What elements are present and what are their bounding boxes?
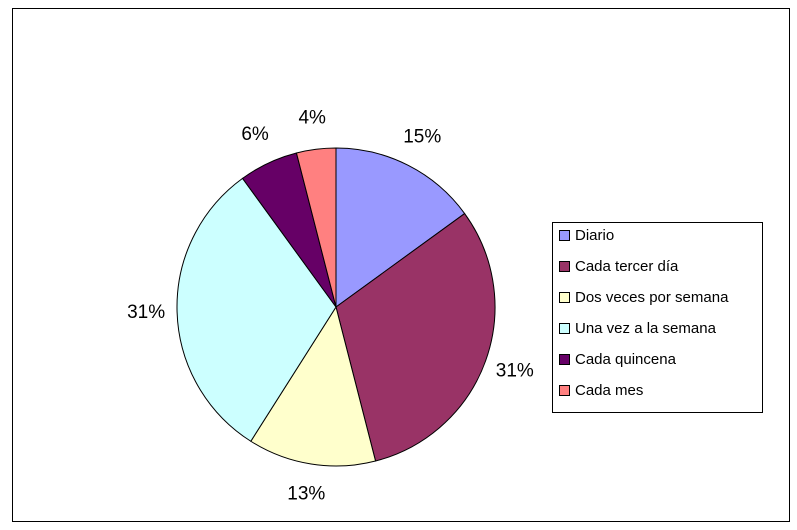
- value-label: 6%: [241, 124, 269, 145]
- legend-swatch: [559, 261, 570, 272]
- legend-label: Cada mes: [575, 382, 643, 399]
- legend-label: Diario: [575, 227, 614, 244]
- legend-label: Cada quincena: [575, 351, 677, 368]
- legend-label: Dos veces por semana: [575, 289, 729, 306]
- legend-label: Cada tercer día: [575, 258, 679, 275]
- legend-label: Una vez a la semana: [575, 320, 717, 337]
- legend-swatch: [559, 354, 570, 365]
- value-label: 4%: [298, 108, 326, 129]
- legend-swatch: [559, 385, 570, 396]
- value-label: 13%: [287, 484, 325, 505]
- pie-slice: [335, 212, 496, 462]
- value-label: 31%: [496, 360, 534, 381]
- value-label: 31%: [127, 302, 165, 323]
- legend-swatch: [559, 323, 570, 334]
- pie-slice: [176, 177, 337, 442]
- legend-swatch: [559, 230, 570, 241]
- pie-slice: [250, 305, 377, 467]
- pie-slice: [335, 147, 466, 308]
- pie-slice: [295, 147, 337, 308]
- legend-box: [552, 222, 763, 413]
- value-label: 15%: [403, 127, 441, 148]
- legend-swatch: [559, 292, 570, 303]
